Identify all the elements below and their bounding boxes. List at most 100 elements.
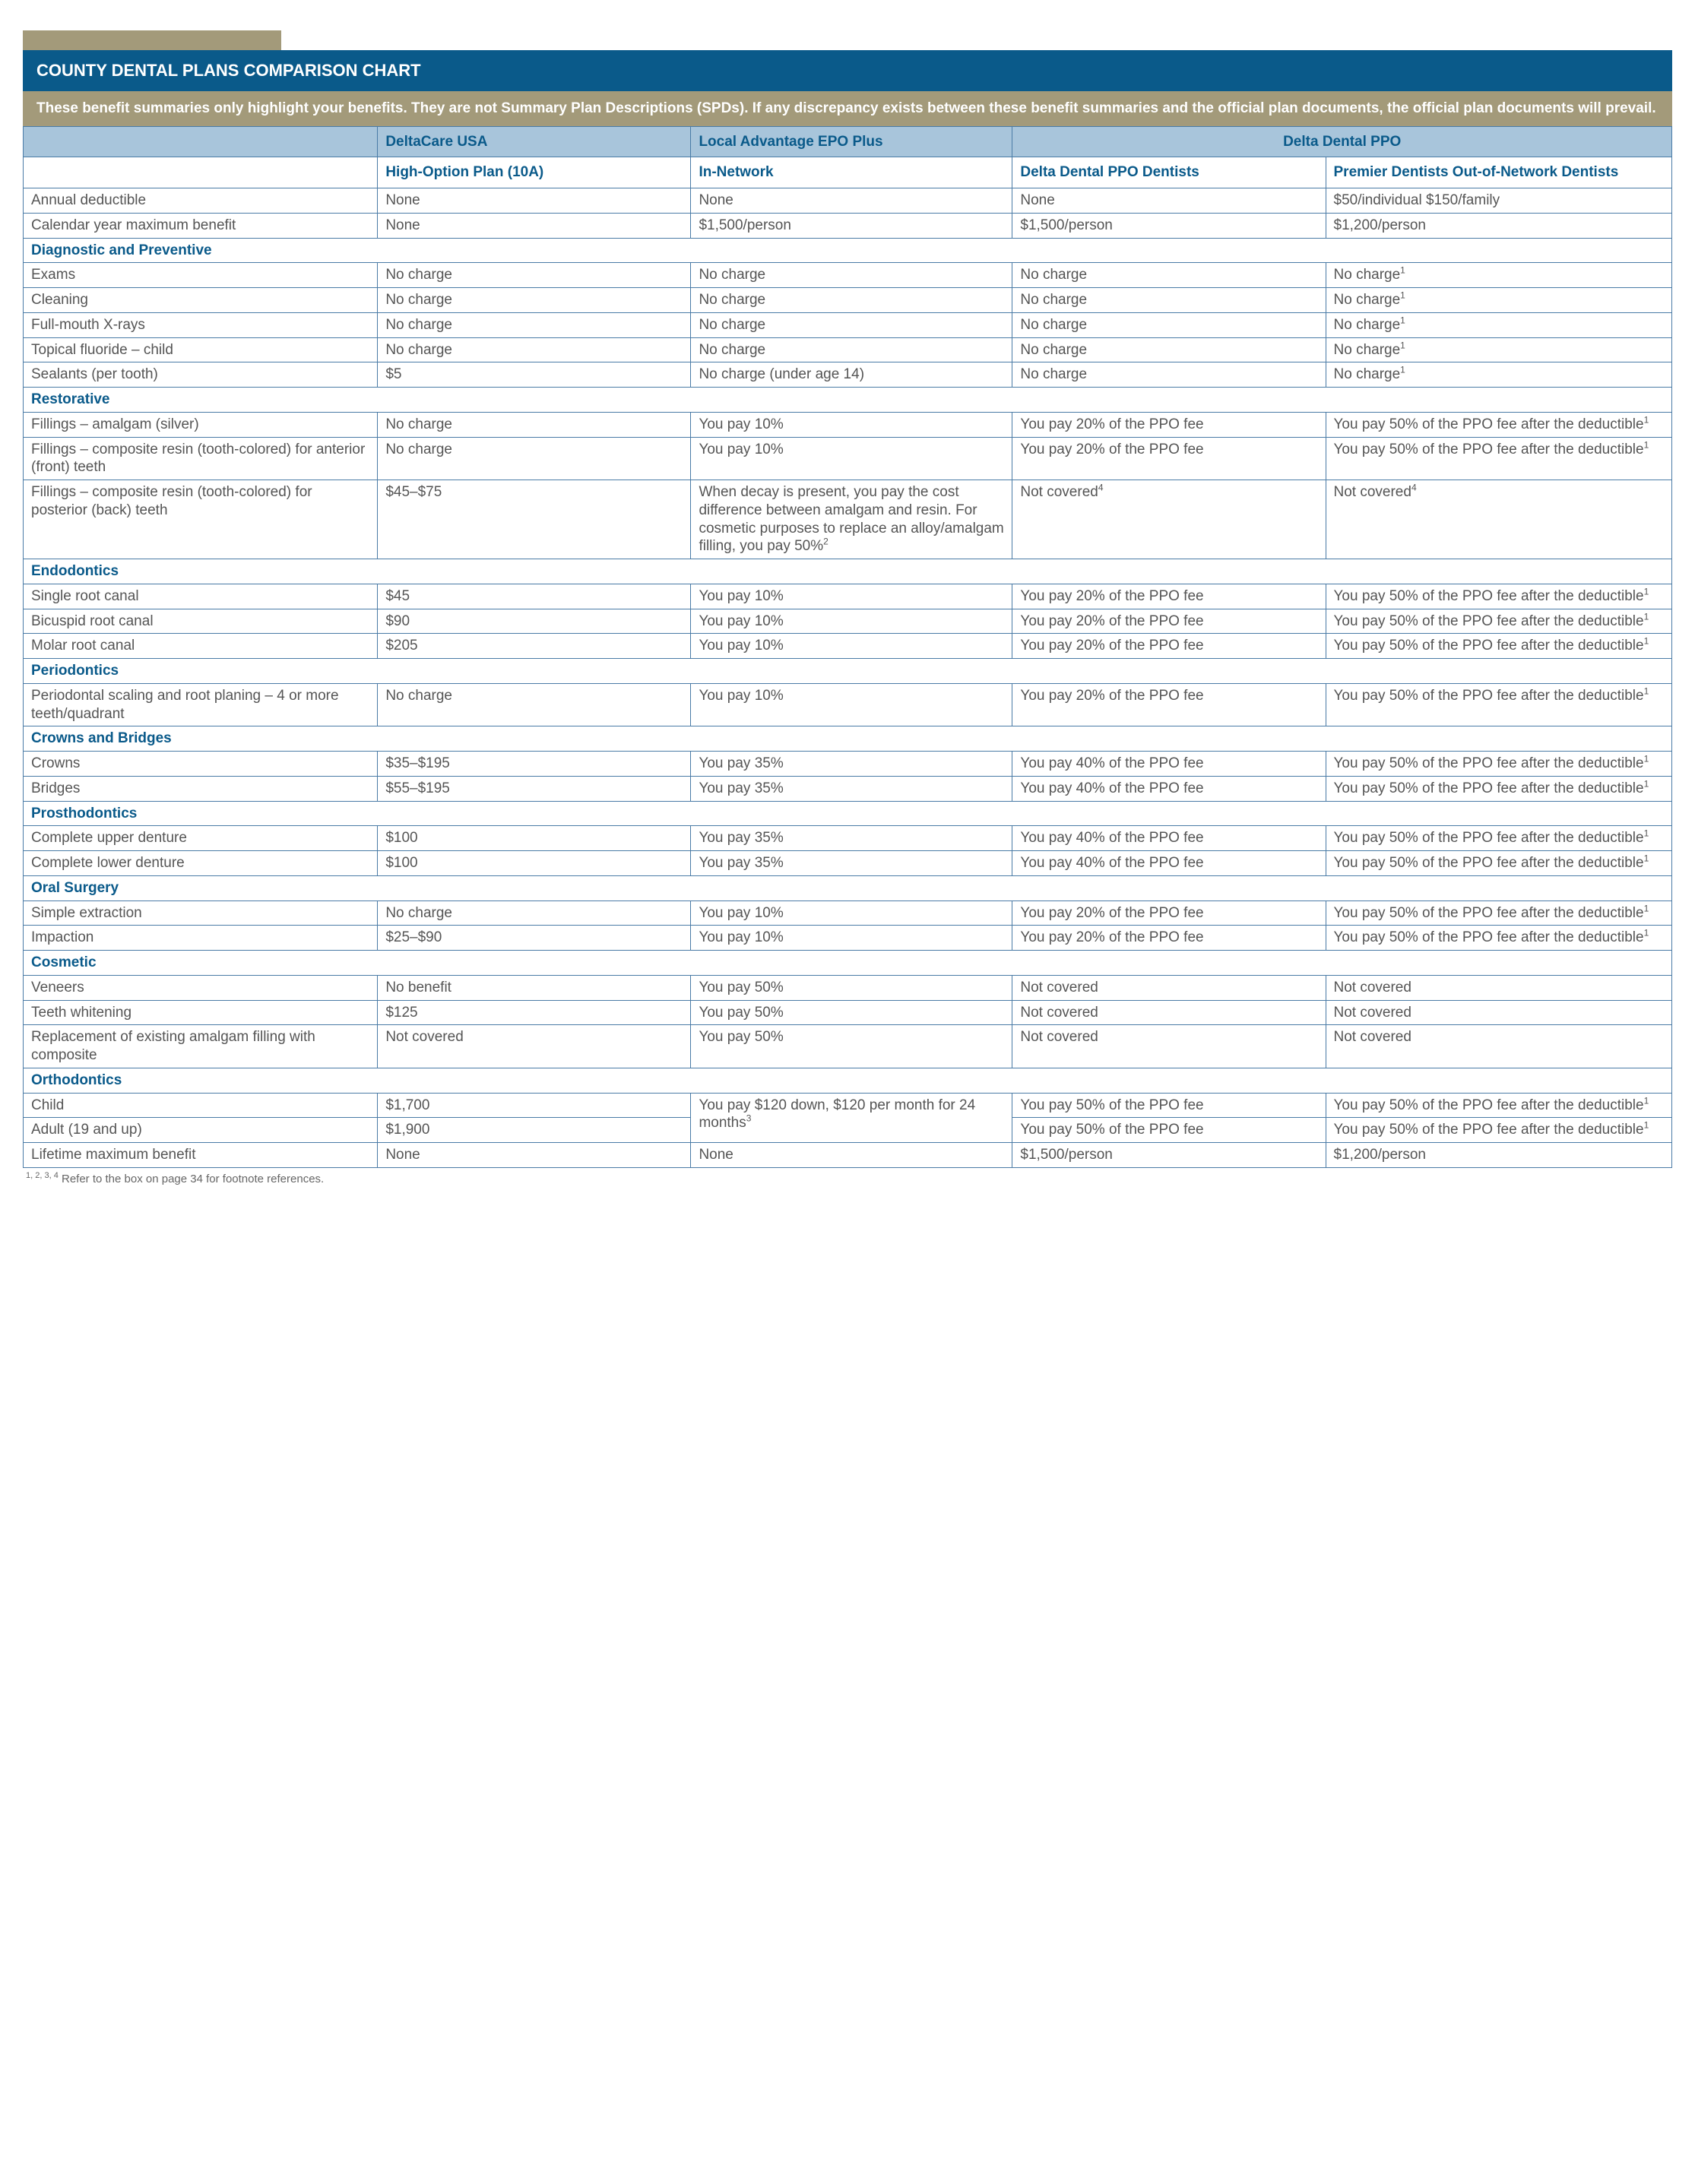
data-cell: $1,500/person: [1012, 1143, 1326, 1168]
comparison-table: DeltaCare USALocal Advantage EPO PlusDel…: [23, 126, 1672, 1168]
data-cell: None: [378, 188, 691, 214]
row-label-cell: Bridges: [24, 776, 378, 801]
data-cell: You pay 40% of the PPO fee: [1012, 776, 1326, 801]
data-cell: You pay 50% of the PPO fee after the ded…: [1326, 901, 1672, 926]
section-title-cell: Cosmetic: [24, 951, 1672, 976]
row-label-cell: Complete lower denture: [24, 851, 378, 876]
data-cell: No charge: [378, 263, 691, 288]
row-label-cell: Annual deductible: [24, 188, 378, 214]
data-cell: You pay 50% of the PPO fee after the ded…: [1326, 776, 1672, 801]
data-cell: You pay 40% of the PPO fee: [1012, 752, 1326, 777]
column-header-cell: High-Option Plan (10A): [378, 157, 691, 188]
data-cell: $100: [378, 826, 691, 851]
data-cell: You pay 40% of the PPO fee: [1012, 826, 1326, 851]
table-row: ExamsNo chargeNo chargeNo chargeNo charg…: [24, 263, 1672, 288]
data-cell: You pay 50% of the PPO fee after the ded…: [1326, 1118, 1672, 1143]
table-row: Annual deductibleNoneNoneNone$50/individ…: [24, 188, 1672, 214]
table-row: Simple extractionNo chargeYou pay 10%You…: [24, 901, 1672, 926]
table-row: Fillings – amalgam (silver)No chargeYou …: [24, 412, 1672, 437]
section-title-cell: Crowns and Bridges: [24, 726, 1672, 752]
data-cell: $1,500/person: [691, 213, 1012, 238]
section-title-row: Cosmetic: [24, 951, 1672, 976]
data-cell: You pay 20% of the PPO fee: [1012, 584, 1326, 609]
row-label-cell: Exams: [24, 263, 378, 288]
data-cell: You pay 20% of the PPO fee: [1012, 683, 1326, 726]
data-cell: $125: [378, 1000, 691, 1025]
data-cell: No charge: [378, 683, 691, 726]
data-cell: No charge (under age 14): [691, 362, 1012, 388]
data-cell: Not covered: [1012, 1025, 1326, 1068]
data-cell: Not covered4: [1012, 480, 1326, 559]
data-cell: $1,200/person: [1326, 1143, 1672, 1168]
table-row: VeneersNo benefitYou pay 50%Not coveredN…: [24, 975, 1672, 1000]
data-cell: You pay 20% of the PPO fee: [1012, 634, 1326, 659]
data-cell: You pay 40% of the PPO fee: [1012, 851, 1326, 876]
data-cell: $45: [378, 584, 691, 609]
row-label-cell: Teeth whitening: [24, 1000, 378, 1025]
data-cell: You pay 20% of the PPO fee: [1012, 412, 1326, 437]
data-cell: $35–$195: [378, 752, 691, 777]
data-cell: You pay 10%: [691, 901, 1012, 926]
section-title-row: Crowns and Bridges: [24, 726, 1672, 752]
data-cell: Not covered: [1326, 1025, 1672, 1068]
table-row: Child$1,700You pay $120 down, $120 per m…: [24, 1093, 1672, 1118]
table-row: Replacement of existing amalgam filling …: [24, 1025, 1672, 1068]
data-cell: No charge: [378, 288, 691, 313]
section-title-cell: Periodontics: [24, 659, 1672, 684]
section-title-cell: Endodontics: [24, 559, 1672, 584]
column-header-cell: Delta Dental PPO Dentists: [1012, 157, 1326, 188]
plan-header-cell: DeltaCare USA: [378, 126, 691, 157]
row-label-cell: Veneers: [24, 975, 378, 1000]
data-cell: No charge1: [1326, 362, 1672, 388]
data-cell: No charge: [1012, 263, 1326, 288]
table-row: Calendar year maximum benefitNone$1,500/…: [24, 213, 1672, 238]
data-cell: $25–$90: [378, 926, 691, 951]
data-cell: You pay 50% of the PPO fee after the ded…: [1326, 851, 1672, 876]
data-cell: You pay 50%: [691, 1000, 1012, 1025]
data-cell: No charge: [1012, 312, 1326, 337]
row-label-cell: Sealants (per tooth): [24, 362, 378, 388]
plan-header-row: DeltaCare USALocal Advantage EPO PlusDel…: [24, 126, 1672, 157]
row-label-cell: Complete upper denture: [24, 826, 378, 851]
row-label-cell: Child: [24, 1093, 378, 1118]
data-cell: $1,700: [378, 1093, 691, 1118]
data-cell: You pay 50% of the PPO fee after the ded…: [1326, 752, 1672, 777]
table-row: Lifetime maximum benefitNoneNone$1,500/p…: [24, 1143, 1672, 1168]
data-cell: You pay 50% of the PPO fee after the ded…: [1326, 412, 1672, 437]
section-title-cell: Orthodontics: [24, 1068, 1672, 1093]
data-cell: You pay 50% of the PPO fee after the ded…: [1326, 584, 1672, 609]
data-cell: Not covered: [1012, 1000, 1326, 1025]
data-cell: You pay 10%: [691, 634, 1012, 659]
data-cell: $90: [378, 609, 691, 634]
data-cell: You pay 50% of the PPO fee after the ded…: [1326, 826, 1672, 851]
data-cell: You pay 50% of the PPO fee after the ded…: [1326, 634, 1672, 659]
data-cell: $50/individual $150/family: [1326, 188, 1672, 214]
table-row: Impaction$25–$90You pay 10%You pay 20% o…: [24, 926, 1672, 951]
row-label-cell: Periodontal scaling and root planing – 4…: [24, 683, 378, 726]
table-row: Bicuspid root canal$90You pay 10%You pay…: [24, 609, 1672, 634]
data-cell: Not covered: [1326, 1000, 1672, 1025]
footnote-sup: 1, 2, 3, 4: [26, 1171, 59, 1180]
plan-header-cell: Delta Dental PPO: [1012, 126, 1672, 157]
data-cell: $5: [378, 362, 691, 388]
data-cell: No charge: [1012, 337, 1326, 362]
plan-header-cell: [24, 126, 378, 157]
data-cell: No charge: [378, 901, 691, 926]
column-header-cell: [24, 157, 378, 188]
title-bar: COUNTY DENTAL PLANS COMPARISON CHART: [23, 50, 1672, 91]
table-row: Bridges$55–$195You pay 35%You pay 40% of…: [24, 776, 1672, 801]
table-row: Sealants (per tooth)$5No charge (under a…: [24, 362, 1672, 388]
data-cell: None: [378, 213, 691, 238]
data-cell: You pay 10%: [691, 926, 1012, 951]
data-cell: You pay 50% of the PPO fee after the ded…: [1326, 683, 1672, 726]
row-label-cell: Crowns: [24, 752, 378, 777]
data-cell: You pay 50% of the PPO fee after the ded…: [1326, 1093, 1672, 1118]
data-cell: You pay 50%: [691, 1025, 1012, 1068]
row-label-cell: Fillings – composite resin (tooth-colore…: [24, 480, 378, 559]
data-cell: No charge1: [1326, 337, 1672, 362]
section-title-row: Orthodontics: [24, 1068, 1672, 1093]
data-cell: You pay 50% of the PPO fee after the ded…: [1326, 609, 1672, 634]
data-cell: You pay 20% of the PPO fee: [1012, 609, 1326, 634]
row-label-cell: Cleaning: [24, 288, 378, 313]
data-cell: No charge1: [1326, 263, 1672, 288]
